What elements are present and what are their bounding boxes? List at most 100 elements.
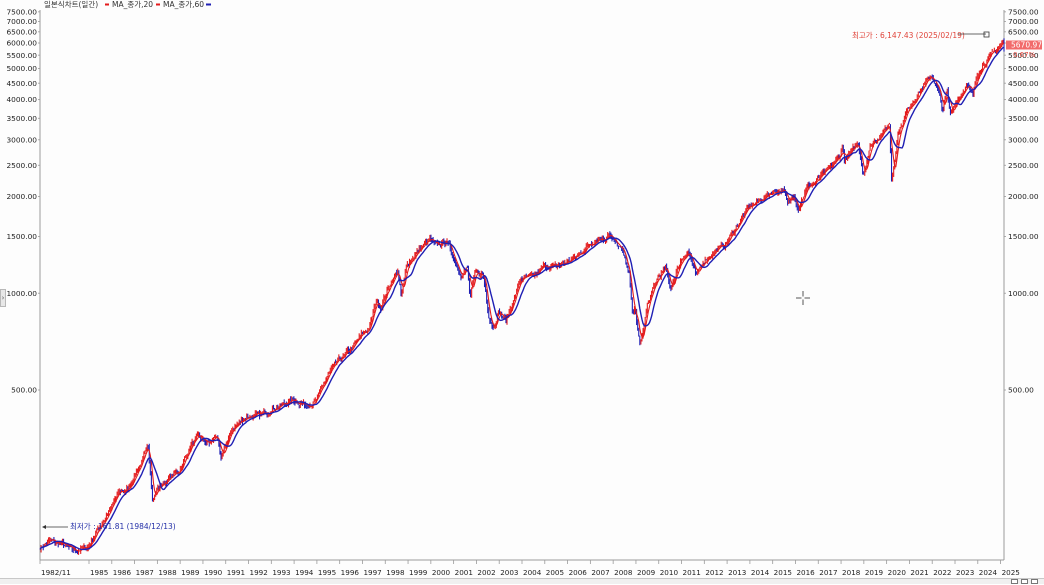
low-price-label: 최저가 : 161.81 (1984/12/13) [70, 521, 176, 531]
y-tick-left-11: 2000.00 [6, 192, 37, 201]
y-tick-left-1: 7000.00 [6, 17, 37, 26]
y-tick-right-7: 4000.00 [1008, 95, 1039, 104]
y-tick-right-1: 7000.00 [1008, 17, 1039, 26]
y-tick-left-14: 500.00 [11, 386, 37, 395]
x-tick-20: 2004 [523, 568, 542, 577]
x-tick-11: 1995 [318, 568, 336, 577]
x-tick-19: 2003 [500, 568, 518, 577]
x-tick-22: 2006 [569, 568, 588, 577]
y-tick-right-0: 7500.00 [1008, 7, 1039, 16]
last-price-indicator: 5670.97 0.67% [1006, 40, 1042, 59]
zoom-in-icon[interactable] [1021, 579, 1028, 584]
x-tick-38: 2022 [933, 568, 951, 577]
y-tick-right-8: 3500.00 [1008, 114, 1039, 123]
y-tick-right-6: 4500.00 [1008, 79, 1039, 88]
chart-legend: 일본식차트(일간) MA_종가,20 MA_종가,60 [44, 0, 211, 9]
high-price-annotation: 최고가 : 6,147.43 (2025/02/19) [852, 30, 990, 40]
price-bars [40, 38, 1005, 555]
x-tick-5: 1989 [181, 568, 200, 577]
x-tick-9: 1993 [272, 568, 290, 577]
x-tick-4: 1988 [158, 568, 177, 577]
x-tick-0: 1982/11 [41, 568, 71, 577]
ma60-line [39, 46, 1005, 551]
last-price-badge [1006, 40, 1042, 50]
x-tick-16: 2000 [432, 568, 451, 577]
x-tick-18: 2002 [477, 568, 495, 577]
legend-ma20-label: MA_종가,20 [112, 0, 153, 9]
low-price-annotation: 최저가 : 161.81 (1984/12/13) [42, 521, 176, 531]
y-tick-left-10: 2500.00 [6, 161, 37, 170]
x-tick-1: 1985 [90, 568, 108, 577]
x-tick-29: 2013 [728, 568, 746, 577]
x-tick-34: 2018 [842, 568, 861, 577]
high-price-marker [983, 31, 990, 38]
x-tick-14: 1998 [386, 568, 405, 577]
moving-average-lines [39, 42, 1005, 552]
y-tick-left-7: 4000.00 [6, 95, 37, 104]
y-tick-right-9: 3000.00 [1008, 135, 1039, 144]
last-price-change: 0.67% [1013, 51, 1036, 59]
legend-ma60-color [206, 3, 211, 6]
x-tick-28: 2012 [705, 568, 723, 577]
zoom-out-icon[interactable] [1011, 579, 1018, 584]
y-tick-right-5: 5000.00 [1008, 64, 1039, 73]
x-tick-30: 2014 [751, 568, 770, 577]
y-tick-left-8: 3500.00 [6, 114, 37, 123]
legend-ma60-swatch [156, 3, 160, 6]
x-tick-36: 2020 [888, 568, 907, 577]
x-tick-40: 2024 [979, 568, 998, 577]
y-tick-right-12: 1500.00 [1008, 232, 1039, 241]
y-tick-left-13: 1000.00 [6, 289, 37, 298]
last-price-value: 5670.97 [1011, 41, 1042, 50]
y-tick-left-12: 1500.00 [6, 232, 37, 241]
plot-frame [39, 10, 1005, 561]
x-tick-17: 2001 [455, 568, 473, 577]
x-tick-15: 1999 [409, 568, 428, 577]
x-tick-33: 2017 [819, 568, 837, 577]
y-tick-left-3: 6000.00 [6, 39, 37, 48]
y-axis-right: 7500.007000.006500.006000.005500.005000.… [1004, 7, 1039, 395]
legend-ma60-label: MA_종가,60 [163, 0, 204, 9]
x-tick-21: 2005 [546, 568, 564, 577]
y-tick-left-2: 6500.00 [6, 27, 37, 36]
low-price-arrow [42, 525, 46, 529]
high-price-label: 최고가 : 6,147.43 (2025/02/19) [852, 30, 965, 40]
x-tick-35: 2019 [865, 568, 884, 577]
x-tick-31: 2015 [774, 568, 792, 577]
y-tick-left-4: 5500.00 [6, 51, 37, 60]
y-tick-left-5: 5000.00 [6, 64, 37, 73]
x-tick-26: 2010 [660, 568, 679, 577]
y-tick-right-10: 2500.00 [1008, 161, 1039, 170]
chevron-right-icon[interactable]: › [0, 289, 6, 307]
x-tick-7: 1991 [227, 568, 245, 577]
x-tick-10: 1994 [295, 568, 314, 577]
x-tick-8: 1992 [250, 568, 268, 577]
x-tick-41: 2025 [1002, 568, 1020, 577]
x-tick-32: 2016 [796, 568, 815, 577]
y-tick-left-9: 3000.00 [6, 135, 37, 144]
scroll-right-icon[interactable] [1031, 579, 1038, 584]
x-tick-39: 2023 [956, 568, 974, 577]
x-tick-3: 1987 [136, 568, 154, 577]
x-tick-12: 1996 [341, 568, 360, 577]
x-tick-25: 2009 [637, 568, 656, 577]
crosshair-cursor-icon [796, 291, 810, 305]
x-tick-23: 2007 [591, 568, 609, 577]
y-tick-right-11: 2000.00 [1008, 192, 1039, 201]
y-tick-left-6: 4500.00 [6, 79, 37, 88]
legend-ma20-swatch [105, 3, 109, 6]
y-tick-right-2: 6500.00 [1008, 27, 1039, 36]
y-tick-left-0: 7500.00 [6, 7, 37, 16]
x-tick-27: 2011 [683, 568, 701, 577]
x-axis: 1982/11 1985 1986 1987 1988 1989 1990 1991 1992 1… [39, 560, 1020, 577]
x-tick-37: 2021 [910, 568, 928, 577]
bottom-toolbar-strip [0, 578, 1044, 584]
ma20-line [39, 42, 1005, 552]
x-tick-13: 1997 [363, 568, 381, 577]
y-tick-right-14: 500.00 [1008, 386, 1034, 395]
x-tick-2: 1986 [113, 568, 132, 577]
y-tick-right-13: 1000.00 [1008, 289, 1039, 298]
